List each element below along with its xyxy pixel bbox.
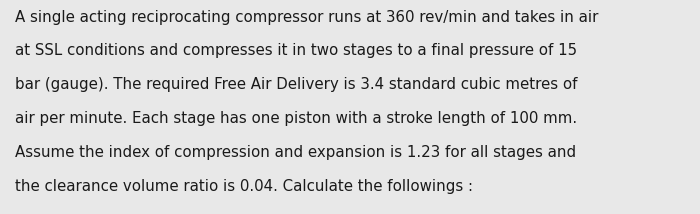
Text: air per minute. Each stage has one piston with a stroke length of 100 mm.: air per minute. Each stage has one pisto… bbox=[15, 111, 577, 126]
Text: bar (gauge). The required Free Air Delivery is 3.4 standard cubic metres of: bar (gauge). The required Free Air Deliv… bbox=[15, 77, 578, 92]
Text: A single acting reciprocating compressor runs at 360 rev/min and takes in air: A single acting reciprocating compressor… bbox=[15, 10, 598, 25]
Text: the clearance volume ratio is 0.04. Calculate the followings :: the clearance volume ratio is 0.04. Calc… bbox=[15, 179, 473, 194]
Text: Assume the index of compression and expansion is 1.23 for all stages and: Assume the index of compression and expa… bbox=[15, 145, 577, 160]
Text: at SSL conditions and compresses it in two stages to a final pressure of 15: at SSL conditions and compresses it in t… bbox=[15, 43, 577, 58]
